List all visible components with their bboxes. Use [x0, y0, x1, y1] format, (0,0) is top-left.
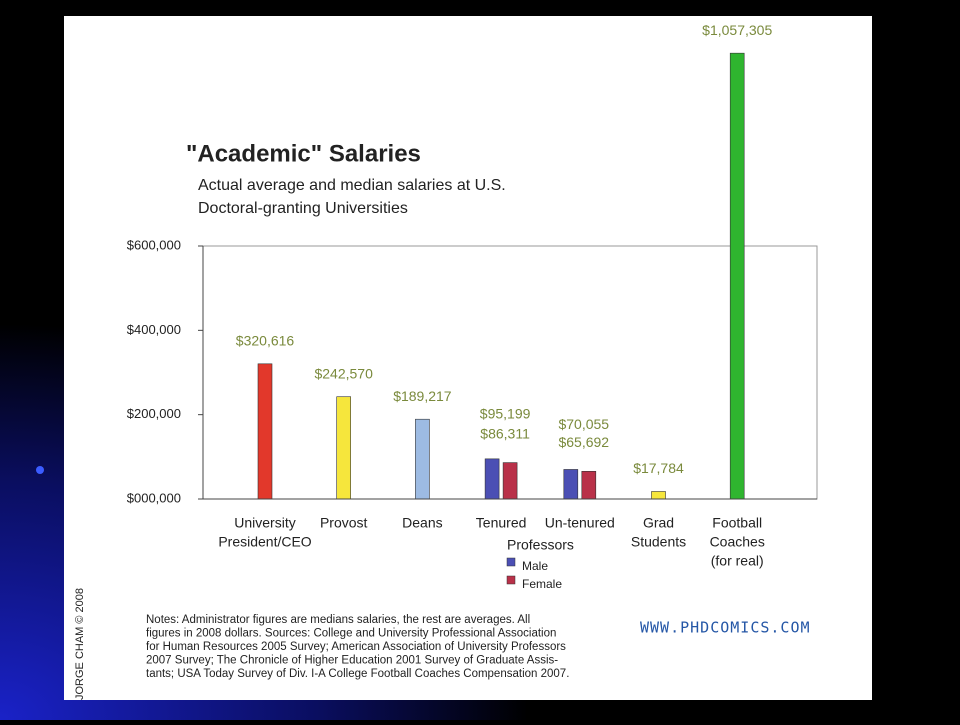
- bar: [563, 469, 579, 500]
- y-tick-label: $400,000: [127, 322, 181, 337]
- bar: [729, 52, 745, 500]
- value-label: $189,217: [393, 388, 452, 404]
- credit: JORGE CHAM © 2008: [74, 588, 86, 700]
- value-label: $242,570: [314, 365, 373, 381]
- bar: [502, 462, 518, 500]
- note: figures in 2008 dollars. Sources: Colleg…: [146, 628, 556, 640]
- note: 2007 Survey; The Chronicle of Higher Edu…: [146, 655, 558, 667]
- bullet: [36, 466, 44, 474]
- value-label: $86,311: [480, 425, 530, 441]
- x-tick-label: Coaches: [710, 534, 765, 550]
- value-label: $320,616: [236, 333, 295, 349]
- panel: [64, 16, 872, 700]
- x-tick-label: Deans: [402, 515, 442, 531]
- chart-title: "Academic" Salaries: [186, 140, 421, 167]
- y-tick-label: $200,000: [127, 406, 181, 421]
- value-label: $17,784: [633, 460, 684, 476]
- x-tick-label: Provost: [320, 515, 368, 531]
- legend-label: Female: [522, 577, 562, 591]
- note: for Human Resources 2005 Survey; America…: [146, 641, 566, 653]
- website: WWW.PHDCOMICS.COM: [640, 619, 811, 637]
- bar: [581, 470, 597, 500]
- value-label: $65,692: [558, 434, 609, 450]
- value-label: $95,199: [480, 406, 531, 422]
- x-tick-label: Tenured: [476, 515, 527, 531]
- note: tants; USA Today Survey of Div. I-A Coll…: [146, 668, 569, 680]
- bar: [651, 491, 666, 500]
- legend-swatch: [506, 575, 516, 585]
- x-tick-label: (for real): [711, 553, 764, 569]
- x-tick-label: Grad: [643, 515, 674, 531]
- x-tick-label: Un-tenured: [545, 515, 615, 531]
- y-tick-label: $600,000: [127, 237, 181, 252]
- y-tick-label: $000,000: [127, 490, 181, 505]
- value-label: $70,055: [558, 416, 609, 432]
- value-label: $1,057,305: [702, 22, 772, 38]
- bar: [257, 363, 273, 500]
- x-tick-label: President/CEO: [218, 534, 311, 550]
- note: Notes: Administrator figures are medians…: [146, 614, 530, 626]
- x-tick-label: University: [234, 515, 295, 531]
- subtitle: Doctoral-granting Universities: [198, 200, 408, 217]
- legend-label: Male: [522, 559, 548, 573]
- x-tick-label: Football: [712, 515, 762, 531]
- bar: [336, 396, 352, 500]
- group-label: Professors: [507, 537, 574, 553]
- legend-swatch: [506, 557, 516, 567]
- bar: [484, 458, 500, 500]
- subtitle: Actual average and median salaries at U.…: [198, 177, 506, 194]
- x-tick-label: Students: [631, 534, 686, 550]
- bar: [415, 418, 430, 500]
